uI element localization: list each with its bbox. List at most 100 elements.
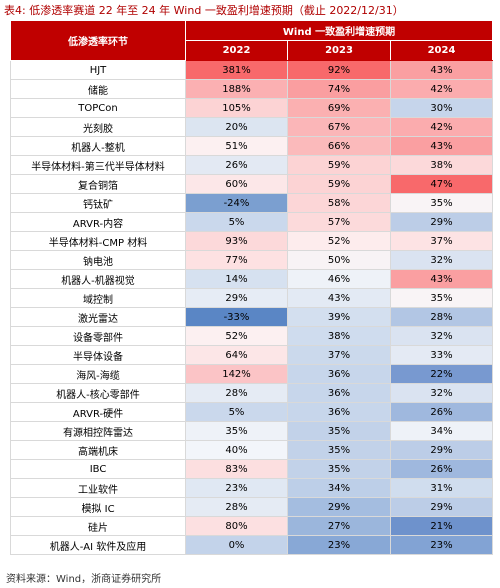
table-row: 激光雷达 -33% 39% 28% [10,307,494,327]
cell: 31% [389,478,494,498]
cell: 27% [287,516,391,536]
cell: -24% [185,193,288,213]
table-row: TOPCon 105% 69% 30% [10,98,494,118]
cell: 35% [389,193,494,213]
row-label: TOPCon [10,98,186,118]
table-row: 高端机床 40% 35% 29% [10,440,494,460]
cell: 46% [287,269,391,289]
cell: 32% [389,383,494,403]
row-label: 储能 [10,79,186,99]
cell: 51% [185,136,288,156]
group-header: Wind 一致盈利增速预期 [184,20,494,41]
row-label: HJT [10,60,186,80]
row-label: 硅片 [10,516,186,536]
row-label: 高端机床 [10,440,186,460]
row-label-header: 低渗透率环节 [10,20,186,61]
cell: 34% [287,478,391,498]
cell: 23% [287,535,391,555]
cell: 32% [389,326,494,346]
table-body: HJT 381% 92% 43% 储能 188% 74% 42% TOPCon 105% 69% 30… [10,60,494,555]
table-row: ARVR-内容 5% 57% 29% [10,212,494,232]
cell: 80% [185,516,288,536]
cell: 35% [287,421,391,441]
cell: 50% [287,250,391,270]
cell: 40% [185,440,288,460]
row-label: 半导体设备 [10,345,186,365]
cell: 29% [389,212,494,232]
row-label: 钙钛矿 [10,193,186,213]
table-row: 光刻胶 20% 67% 42% [10,117,494,137]
cell: 43% [389,136,494,156]
column-header: 2022 [185,40,288,61]
cell: 43% [389,269,494,289]
cell: 28% [185,383,288,403]
cell: 58% [287,193,391,213]
table-row: 工业软件 23% 34% 31% [10,478,494,498]
row-label: 复合铜箔 [10,174,186,194]
header-row: 低渗透率环节 Wind 一致盈利增速预期 [10,20,494,61]
cell: 20% [185,117,288,137]
source: 资料来源：Wind，浙商证券研究所 [6,574,162,585]
cell: 60% [185,174,288,194]
cell: 37% [287,345,391,365]
table-row: 设备零部件 52% 38% 32% [10,326,494,346]
cell: 21% [389,516,494,536]
table-row: 钙钛矿 -24% 58% 35% [10,193,494,213]
row-label: 半导体材料-第三代半导体材料 [10,155,186,175]
cell: 42% [389,117,494,137]
cell: 38% [389,155,494,175]
cell: 83% [185,459,288,479]
title: 表4: 低渗透率赛道 22 年至 24 年 Wind 一致盈利增速预期（截止 2… [4,4,404,17]
table-row: ARVR-硬件 5% 36% 26% [10,402,494,422]
table: 低渗透率环节 Wind 一致盈利增速预期 2022 2023 2024 HJT 381… [10,20,494,555]
row-label: 工业软件 [10,478,186,498]
row-label: 机器人-核心零部件 [10,383,186,403]
cell: 36% [287,364,391,384]
column-header: 2024 [389,40,494,61]
cell: 33% [389,345,494,365]
cell: 43% [389,60,494,80]
cell: 0% [185,535,288,555]
cell: 26% [389,402,494,422]
table-row: 有源相控阵雷达 35% 35% 34% [10,421,494,441]
cell: 92% [287,60,391,80]
cell: 74% [287,79,391,99]
row-label: 有源相控阵雷达 [10,421,186,441]
table-row: 半导体设备 64% 37% 33% [10,345,494,365]
table-row: 半导体材料-第三代半导体材料 26% 59% 38% [10,155,494,175]
cell: 42% [389,79,494,99]
row-label: 模拟 IC [10,497,186,517]
cell: 105% [185,98,288,118]
table-row: 半导体材料-CMP 材料 93% 52% 37% [10,231,494,251]
table-row: 钠电池 77% 50% 32% [10,250,494,270]
cell: 29% [185,288,288,308]
cell: 93% [185,231,288,251]
row-label: 海风-海缆 [10,364,186,384]
cell: 35% [185,421,288,441]
table-row: 硅片 80% 27% 21% [10,516,494,536]
cell: 23% [389,535,494,555]
cell: 38% [287,326,391,346]
cell: 77% [185,250,288,270]
table-row: HJT 381% 92% 43% [10,60,494,80]
cell: 47% [389,174,494,194]
table-row: 储能 188% 74% 42% [10,79,494,99]
table-row: IBC 83% 35% 26% [10,459,494,479]
column-header: 2023 [287,40,391,61]
cell: 64% [185,345,288,365]
table-row: 机器人-整机 51% 66% 43% [10,136,494,156]
cell: 59% [287,155,391,175]
cell: 28% [185,497,288,517]
table-row: 机器人-核心零部件 28% 36% 32% [10,383,494,403]
row-label: 机器人-整机 [10,136,186,156]
cell: 35% [389,288,494,308]
row-label: 设备零部件 [10,326,186,346]
row-label: 域控制 [10,288,186,308]
cell: 57% [287,212,391,232]
table-row: 机器人-机器视觉 14% 46% 43% [10,269,494,289]
row-label: ARVR-内容 [10,212,186,232]
cell: 26% [185,155,288,175]
cell: 43% [287,288,391,308]
cell: 67% [287,117,391,137]
